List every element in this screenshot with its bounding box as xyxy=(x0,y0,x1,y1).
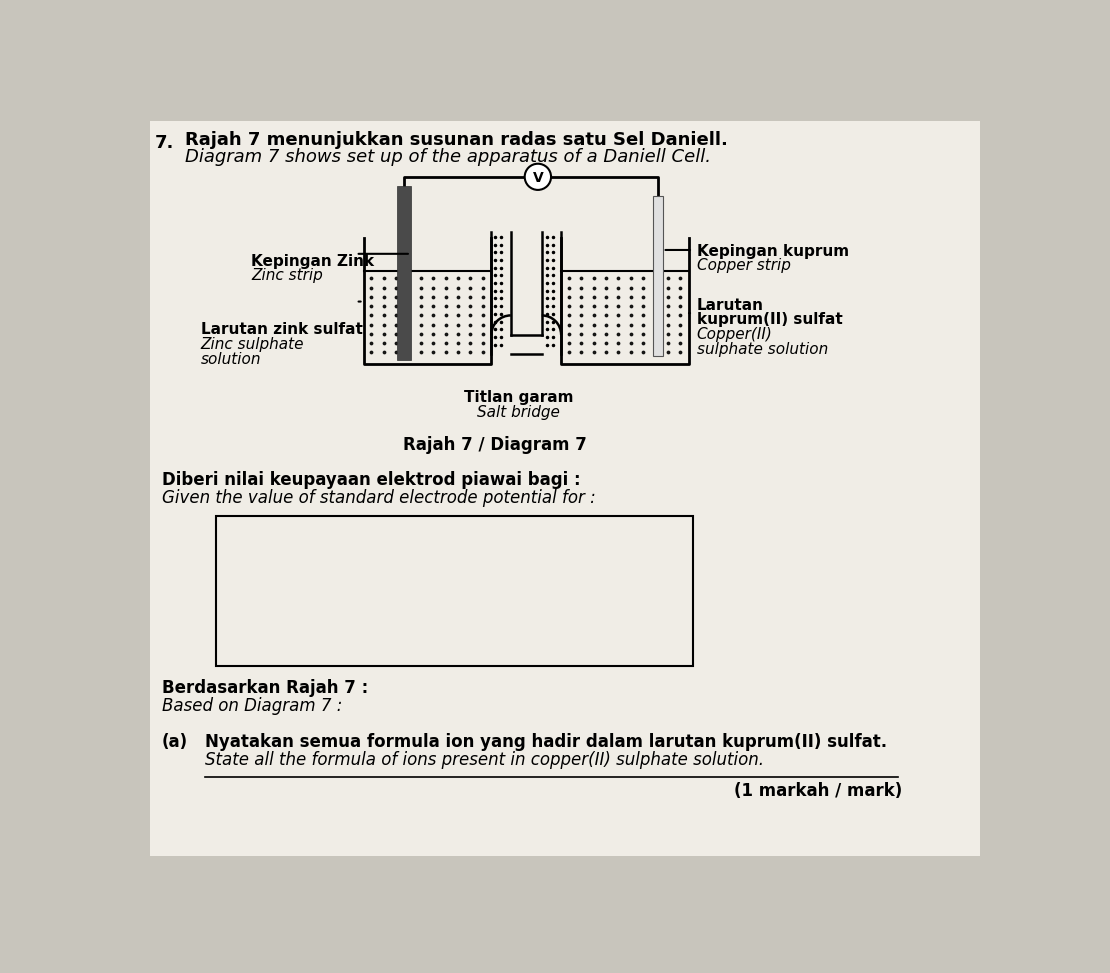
Bar xyxy=(397,186,411,360)
Text: Zn²⁺ (ak)  +  2e ⇌ Zn(p): Zn²⁺ (ak) + 2e ⇌ Zn(p) xyxy=(233,529,445,545)
Text: kuprum(II) sulfat: kuprum(II) sulfat xyxy=(697,312,842,327)
Text: Zinc strip: Zinc strip xyxy=(251,269,323,283)
Text: solution: solution xyxy=(201,351,261,367)
Text: Larutan: Larutan xyxy=(697,298,764,312)
Text: Nyatakan semua formula ion yang hadir dalam larutan kuprum(II) sulfat.: Nyatakan semua formula ion yang hadir da… xyxy=(204,733,887,751)
Text: E°  =  -0.76 V: E° = -0.76 V xyxy=(492,529,610,545)
Text: State all the formula of ions present in copper(II) sulphate solution.: State all the formula of ions present in… xyxy=(204,751,764,770)
Text: Based on Diagram 7 :: Based on Diagram 7 : xyxy=(162,698,342,715)
Text: Titlan garam: Titlan garam xyxy=(464,390,573,405)
Bar xyxy=(654,197,663,356)
Text: (a): (a) xyxy=(162,733,188,751)
Text: Cu²⁺ (ak)  +  2e ⇌ Cu(p): Cu²⁺ (ak) + 2e ⇌ Cu(p) xyxy=(233,595,445,610)
Text: Diagram 7 shows set up of the apparatus of a Daniell Cell.: Diagram 7 shows set up of the apparatus … xyxy=(185,148,712,165)
Bar xyxy=(216,516,693,666)
Text: Rajah 7 / Diagram 7: Rajah 7 / Diagram 7 xyxy=(403,436,587,454)
Text: (1 markah / mark): (1 markah / mark) xyxy=(734,782,902,800)
Text: 7.: 7. xyxy=(154,133,173,152)
Text: Zn²⁺ (aq)  +  2e ⇌ Zn(s): Zn²⁺ (aq) + 2e ⇌ Zn(s) xyxy=(233,550,444,564)
Text: Copper strip: Copper strip xyxy=(697,259,790,273)
Circle shape xyxy=(525,163,551,190)
Text: Diberi nilai keupayaan elektrod piawai bagi :: Diberi nilai keupayaan elektrod piawai b… xyxy=(162,471,581,489)
Text: Zinc sulphate: Zinc sulphate xyxy=(201,337,304,352)
Text: Copper(II): Copper(II) xyxy=(697,327,773,342)
Text: Cu²⁺ (aq)  +  2e ⇌ Cu(s): Cu²⁺ (aq) + 2e ⇌ Cu(s) xyxy=(233,615,444,630)
Text: E°  =  + 0.34 V: E° = + 0.34 V xyxy=(492,595,623,610)
Text: Berdasarkan Rajah 7 :: Berdasarkan Rajah 7 : xyxy=(162,679,369,697)
Text: Given the value of standard electrode potential for :: Given the value of standard electrode po… xyxy=(162,489,596,508)
Text: E°  =  -0.76 V: E° = -0.76 V xyxy=(492,550,610,564)
Text: Salt bridge: Salt bridge xyxy=(477,405,559,419)
Text: Kepingan kuprum: Kepingan kuprum xyxy=(697,244,849,259)
Text: Kepingan Zink: Kepingan Zink xyxy=(251,254,374,269)
Text: V: V xyxy=(533,170,543,185)
Text: sulphate solution: sulphate solution xyxy=(697,342,828,356)
Text: Rajah 7 menunjukkan susunan radas satu Sel Daniell.: Rajah 7 menunjukkan susunan radas satu S… xyxy=(185,130,728,149)
Text: E°  =  + 0.34 V: E° = + 0.34 V xyxy=(492,615,623,630)
Text: Larutan zink sulfat: Larutan zink sulfat xyxy=(201,322,363,338)
